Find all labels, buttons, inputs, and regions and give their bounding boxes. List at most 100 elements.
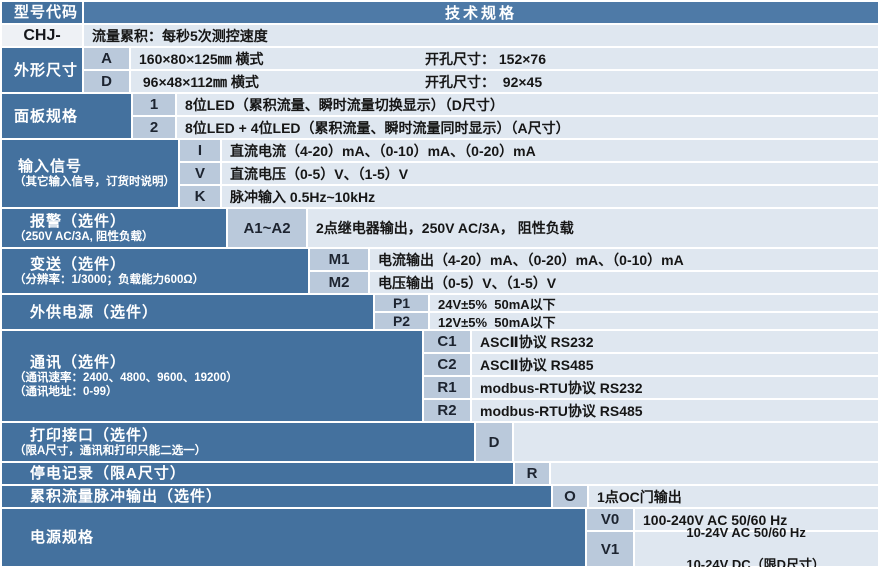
input-sublabel: （其它输入信号，订货时说明） [14,176,175,188]
chj-code-label: CHJ- [23,27,61,44]
table-header-row: 型号代码 技术规格 [2,2,878,23]
chj-desc-text: 流量累积：每秒5次测控速度 [92,27,268,44]
alarm-sublabel: （250V AC/3A, 阻性负载） [14,230,154,243]
dim-code-a: A [84,48,129,69]
comm-desc-r2: modbus-RTU协议 RS485 [472,400,878,421]
power-spec-code-v0: V0 [587,509,633,530]
comm-code-c1: C1 [424,331,470,352]
power-spec-desc-v0-text: 100-240V AC 50/60 Hz [643,511,788,528]
section-dimensions: 外形尺寸 A 160×80×125㎜ 横式 开孔尺寸： 152×76 D 96×… [2,48,878,92]
table-row: P1 24V±5% 50mA以下 [375,295,878,312]
transmit-label: 变送（选件） [30,255,127,273]
table-row: R [515,463,878,484]
table-row: R2 modbus-RTU协议 RS485 [424,400,878,421]
section-comm: 通讯（选件） （通讯速率：2400、4800、9600、19200） （通讯地址… [2,331,878,421]
ext-power-desc-p1: 24V±5% 50mA以下 [430,295,878,312]
print-sublabel: （限A尺寸，通讯和打印只能二选一） [14,444,207,457]
power-fail-desc [551,463,878,484]
table-row: 1 8位LED（累积流量、瞬时流量切换显示）（D尺寸） [133,94,878,115]
input-code-v: V [180,163,220,184]
section-transmit: 变送（选件） （分辨率：1/3000；负载能力600Ω） M1 电流输出（4-2… [2,249,878,293]
input-code-i: I [180,140,220,161]
input-desc-v: 直流电压（0-5）V、（1-5）V [222,163,878,184]
input-desc-i: 直流电流（4-20）mA、（0-10）mA、（0-20）mA [222,140,878,161]
ext-power-code-p2: P2 [375,313,428,329]
transmit-label-cell: 变送（选件） （分辨率：1/3000；负载能力600Ω） [2,249,308,293]
power-spec-label: 电源规格 [30,529,95,546]
table-row: V1 10-24V AC 50/60 Hz 10-24V DC（限D尺寸） [587,525,878,567]
comm-sublabel-addr: （通讯地址：0-99） [14,385,118,398]
ext-power-code-p1: P1 [375,295,428,311]
ext-power-desc-p2-text: 12V±5% 50mA以下 [438,314,556,330]
header-spec-cell: 技术规格 [84,2,878,23]
dim-hole-d: 开孔尺寸： 92×45 [425,73,543,90]
panel-desc-1-text: 8位LED（累积流量、瞬时流量切换显示）（D尺寸） [185,96,504,113]
section-print: 打印接口（选件） （限A尺寸，通讯和打印只能二选一） D [2,423,878,461]
table-row: I 直流电流（4-20）mA、（0-10）mA、（0-20）mA [180,140,878,161]
pulse-label: 累积流量脉冲输出（选件） [30,488,223,505]
comm-desc-c2-text: ASCⅡ协议 RS485 [480,356,594,373]
input-desc-v-text: 直流电压（0-5）V、（1-5）V [230,165,409,182]
table-row: V 直流电压（0-5）V、（1-5）V [180,163,878,184]
header-spec-label: 技术规格 [444,5,517,22]
comm-code-r2: R2 [424,400,470,421]
input-desc-i-text: 直流电流（4-20）mA、（0-10）mA、（0-20）mA [230,142,536,159]
comm-label: 通讯（选件） [30,353,127,371]
print-code-d: D [476,423,512,461]
alarm-label-cell: 报警（选件） （250V AC/3A, 阻性负载） [2,209,226,247]
section-alarm: 报警（选件） （250V AC/3A, 阻性负载） A1~A2 2点继电器输出，… [2,209,878,247]
alarm-desc-text: 2点继电器输出，250V AC/3A， 阻性负载 [316,220,574,236]
comm-desc-c1-text: ASCⅡ协议 RS232 [480,333,594,350]
transmit-desc-m2: 电压输出（0-5）V、（1-5）V [370,272,878,293]
table-row: M1 电流输出（4-20）mA、（0-20）mA、（0-10）mA [310,249,878,270]
alarm-code: A1~A2 [228,209,306,247]
comm-sublabel-rate: （通讯速率：2400、4800、9600、19200） [14,371,238,384]
dim-desc-a: 160×80×125㎜ 横式 开孔尺寸： 152×76 [131,48,878,69]
panel-label: 面板规格 [14,107,79,125]
pulse-desc-text: 1点OC门输出 [597,488,682,505]
power-fail-code-r: R [515,463,549,484]
print-label-cell: 打印接口（选件） （限A尺寸，通讯和打印只能二选一） [2,423,474,461]
dimensions-label: 外形尺寸 [14,61,79,79]
panel-desc-2: 8位LED + 4位LED（累积流量、瞬时流量同时显示）（A尺寸） [177,117,878,138]
ext-power-desc-p1-text: 24V±5% 50mA以下 [438,296,556,312]
comm-desc-r2-text: modbus-RTU协议 RS485 [480,402,643,419]
ext-power-label-cell: 外供电源（选件） [2,295,373,329]
table-row: O 1点OC门输出 [553,486,878,507]
input-desc-k: 脉冲输入 0.5Hz~10kHz [222,186,878,207]
transmit-code-m1: M1 [310,249,368,270]
table-row: A1~A2 2点继电器输出，250V AC/3A， 阻性负载 [228,209,878,247]
table-row: V0 100-240V AC 50/60 Hz [587,509,878,530]
power-spec-desc-v0: 100-240V AC 50/60 Hz [635,509,878,530]
comm-desc-c1: ASCⅡ协议 RS232 [472,331,878,352]
panel-desc-1: 8位LED（累积流量、瞬时流量切换显示）（D尺寸） [177,94,878,115]
ext-power-desc-p2: 12V±5% 50mA以下 [430,313,878,330]
section-power-spec: 电源规格 V0 100-240V AC 50/60 Hz V1 10-24V A… [2,509,878,567]
print-label: 打印接口（选件） [30,426,159,444]
dim-desc-d: 96×48×112㎜ 横式 开孔尺寸： 92×45 [131,71,878,92]
section-input-signal: 输入信号 （其它输入信号，订货时说明） I 直流电流（4-20）mA、（0-10… [2,140,878,207]
alarm-label: 报警（选件） [30,212,127,230]
table-row: A 160×80×125㎜ 横式 开孔尺寸： 152×76 [84,48,878,69]
comm-code-c2: C2 [424,354,470,375]
table-row: R1 modbus-RTU协议 RS232 [424,377,878,398]
power-spec-v1-line2: 10-24V DC（限D尺寸） [686,557,826,567]
input-label: 输入信号 [18,158,83,175]
section-power-fail-record: 停电记录（限A尺寸） R [2,463,878,484]
chj-desc-cell: 流量累积：每秒5次测控速度 [84,25,878,46]
pulse-code-o: O [553,486,587,507]
power-fail-label-cell: 停电记录（限A尺寸） [2,463,513,484]
dim-size-a: 160×80×125㎜ 横式 [139,50,264,67]
table-row: M2 电压输出（0-5）V、（1-5）V [310,272,878,293]
table-row: K 脉冲输入 0.5Hz~10kHz [180,186,878,207]
header-model-code-cell: 型号代码 [2,2,82,23]
dim-hole-a: 开孔尺寸： 152×76 [425,50,546,67]
table-row: C1 ASCⅡ协议 RS232 [424,331,878,352]
header-model-code-label: 型号代码 [14,4,79,21]
comm-desc-c2: ASCⅡ协议 RS485 [472,354,878,375]
dim-code-d: D [84,71,129,92]
power-spec-desc-v1-text: 10-24V AC 50/60 Hz 10-24V DC（限D尺寸） [643,509,825,567]
transmit-desc-m1-text: 电流输出（4-20）mA、（0-20）mA、（0-10）mA [378,251,684,268]
alarm-desc: 2点继电器输出，250V AC/3A， 阻性负载 [308,209,878,247]
table-row: C2 ASCⅡ协议 RS485 [424,354,878,375]
